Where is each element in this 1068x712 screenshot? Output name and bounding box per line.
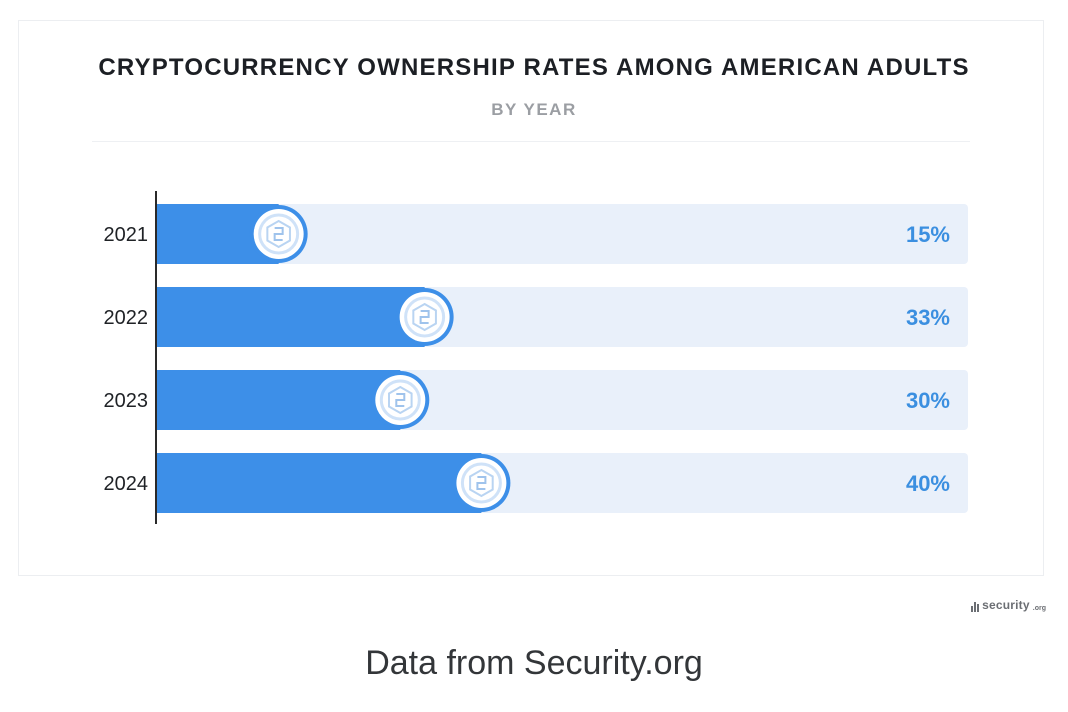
bar-chart: 2021 15% 2022 33% 2023 30% 2024 40% bbox=[104, 191, 968, 524]
bar bbox=[157, 287, 425, 347]
source-caption: Data from Security.org bbox=[365, 644, 703, 682]
category-label: 2021 bbox=[104, 224, 149, 246]
category-label: 2023 bbox=[104, 390, 149, 412]
brand-logo-text: security bbox=[982, 598, 1030, 612]
chart-title: CRYPTOCURRENCY OWNERSHIP RATES AMONG AME… bbox=[98, 54, 970, 81]
bar bbox=[157, 453, 482, 513]
category-label: 2024 bbox=[104, 473, 149, 495]
value-label: 30% bbox=[906, 388, 950, 413]
brand-bars-icon bbox=[971, 602, 980, 612]
value-label: 40% bbox=[906, 471, 950, 496]
crypto-coin-icon bbox=[452, 454, 511, 512]
category-label: 2022 bbox=[104, 307, 149, 329]
bar-track bbox=[157, 204, 968, 264]
value-label: 15% bbox=[906, 222, 950, 247]
brand-logo-tld: .org bbox=[1032, 605, 1046, 612]
chart-subtitle: BY YEAR bbox=[491, 100, 577, 119]
crypto-coin-icon bbox=[249, 205, 308, 263]
bar bbox=[157, 370, 401, 430]
crypto-coin-icon bbox=[395, 288, 454, 346]
value-label: 33% bbox=[906, 305, 950, 330]
brand-logo: security .org bbox=[971, 598, 1046, 612]
crypto-coin-icon bbox=[371, 371, 430, 429]
title-divider bbox=[92, 141, 970, 142]
